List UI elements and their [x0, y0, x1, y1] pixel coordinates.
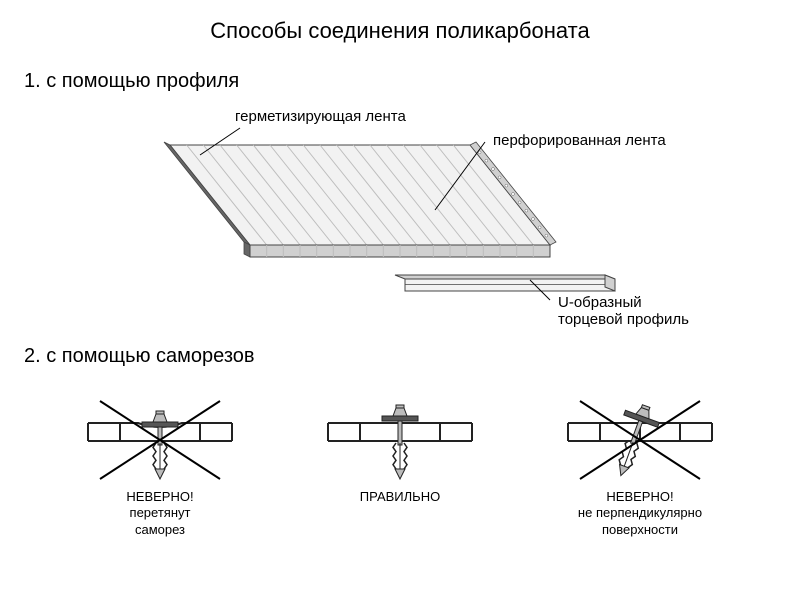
- screw-caption-2: НЕВЕРНО! не перпендикулярно поверхности: [578, 489, 702, 538]
- page-title: Способы соединения поликарбоната: [0, 18, 800, 44]
- screw-item-0: НЕВЕРНО! перетянут саморез: [55, 395, 265, 580]
- annotation-perf-tape: перфорированная лента: [493, 132, 666, 149]
- screw-diagram-0: [80, 395, 240, 485]
- screw-diagram-2: [560, 395, 720, 485]
- screw-item-2: НЕВЕРНО! не перпендикулярно поверхности: [535, 395, 745, 580]
- section2-heading: 2. с помощью саморезов: [24, 345, 255, 368]
- page-root: Способы соединения поликарбоната 1. с по…: [0, 0, 800, 600]
- screw-diagram-1: [320, 395, 480, 485]
- annotation-u-profile: U-образный торцевой профиль: [558, 294, 689, 328]
- screw-item-1: ПРАВИЛЬНО: [295, 395, 505, 580]
- section2-screw-row: НЕВЕРНО! перетянут саморез ПРАВИЛЬНО НЕВ…: [40, 395, 760, 580]
- section1-heading: 1. с помощью профиля: [24, 70, 239, 93]
- annotation-seal-tape: герметизирующая лента: [235, 108, 406, 125]
- section1-diagram: герметизирующая лента перфорированная ле…: [90, 100, 650, 320]
- screw-caption-1: ПРАВИЛЬНО: [360, 489, 440, 505]
- screw-caption-0: НЕВЕРНО! перетянут саморез: [126, 489, 193, 538]
